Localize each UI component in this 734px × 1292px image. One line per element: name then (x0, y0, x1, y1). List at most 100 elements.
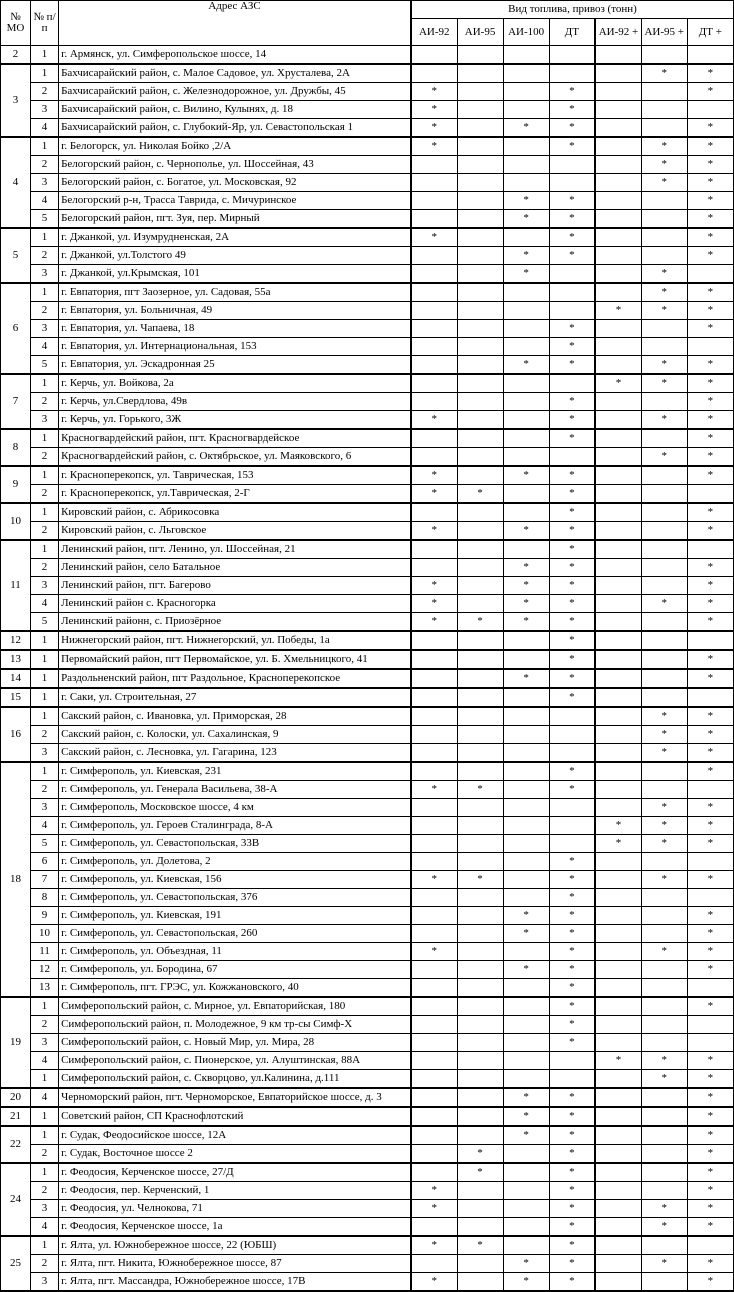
fuel-cell (640, 978, 688, 998)
fuel-cell (456, 1087, 504, 1108)
fuel-cell: * (548, 1125, 596, 1145)
address: г. Симферополь, ул. Киевская, 231 (58, 761, 412, 781)
fuel-cell (456, 355, 504, 375)
row-number: 4 (30, 1217, 60, 1237)
fuel-cell: * (594, 373, 642, 393)
row-number: 1 (30, 761, 60, 781)
fuel-cell (594, 63, 642, 83)
fuel-cell: * (640, 743, 688, 763)
fuel-cell (686, 978, 734, 998)
row-number: 2 (30, 392, 60, 411)
row-number: 4 (30, 816, 60, 835)
fuel-cell (456, 155, 504, 174)
fuel-cell (456, 725, 504, 744)
fuel-cell (502, 1199, 550, 1218)
fuel-cell (640, 118, 688, 138)
fuel-cell: * (502, 355, 550, 375)
fuel-cell (548, 63, 596, 83)
fuel-cell (640, 502, 688, 522)
fuel-cell (548, 45, 596, 65)
fuel-cell (640, 319, 688, 338)
fuel-cell: * (548, 558, 596, 577)
fuel-cell: * (548, 1106, 596, 1127)
fuel-cell: * (409, 118, 458, 138)
fuel-cell: * (548, 1181, 596, 1200)
fuel-cell (640, 1181, 688, 1200)
fuel-cell: * (686, 649, 734, 670)
row-number: 1 (30, 996, 60, 1016)
fuel-cell: * (548, 1272, 596, 1292)
fuel-cell (548, 816, 596, 835)
fuel-cell (456, 852, 504, 871)
fuel-cell (456, 1069, 504, 1089)
fuel-cell (686, 1015, 734, 1034)
fuel-cell (409, 1051, 458, 1070)
fuel-cell (502, 282, 550, 302)
address: Ленинский район с. Красногорка (58, 594, 412, 613)
fuel-cell (686, 780, 734, 799)
fuel-cell: * (548, 1235, 596, 1255)
fuel-cell (456, 82, 504, 101)
fuel-cell (409, 191, 458, 210)
fuel-cell (548, 725, 596, 744)
fuel-cell: * (640, 173, 688, 192)
fuel-cell (594, 649, 642, 670)
fuel-cell: * (548, 1144, 596, 1164)
fuel-cell (456, 282, 504, 302)
fuel-cell (409, 816, 458, 835)
fuel-cell (456, 761, 504, 781)
fuel-cell (502, 428, 550, 448)
fuel-cell (686, 100, 734, 119)
fuel-cell: * (548, 1033, 596, 1052)
fuel-cell (594, 392, 642, 411)
fuel-cell: * (686, 924, 734, 943)
address: г. Симферополь, ул. Киевская, 156 (58, 870, 412, 889)
fuel-cell (502, 227, 550, 247)
fuel-cell (594, 906, 642, 925)
address: Бахчисарайский район, с. Глубокий-Яр, ул… (58, 118, 412, 138)
fuel-cell (640, 888, 688, 907)
table-row: 12 г. Симферополь, ул. Бородина, 67 * * * (1, 960, 734, 979)
address: г. Симферополь, Московское шоссе, 4 км (58, 798, 412, 817)
fuel-cell (502, 630, 550, 651)
fuel-cell (502, 82, 550, 101)
address: Симферопольский район, с. Мирное, ул. Ев… (58, 996, 412, 1016)
fuel-cell (686, 337, 734, 356)
fuel-cell: * (686, 798, 734, 817)
address: г. Феодосия, Керченское шоссе, 1а (58, 1217, 412, 1237)
address: Красногвардейский район, с. Октябрьское,… (58, 447, 412, 467)
address: Симферопольский район, п. Молодежное, 9 … (58, 1015, 412, 1034)
table-row: 2 г. Евпатория, ул. Больничная, 49 * * * (1, 301, 734, 320)
fuel-cell: * (548, 612, 596, 632)
fuel-cell: * (640, 1199, 688, 1218)
table-row: 4 Ленинский район с. Красногорка * * * * * (1, 594, 734, 613)
fuel-cell: * (640, 870, 688, 889)
fuel-cell (502, 996, 550, 1016)
fuel-cell (548, 1069, 596, 1089)
fuel-cell (502, 870, 550, 889)
fuel-cell: * (548, 942, 596, 961)
table-row: 3 Симферопольский район, с. Новый Мир, ул… (1, 1033, 734, 1052)
table-row: 3 Ленинский район, пгт. Багерово * * * * (1, 576, 734, 595)
fuel-cell: * (686, 1254, 734, 1273)
fuel-cell: * (548, 1254, 596, 1273)
fuel-cell: * (640, 264, 688, 284)
fuel-cell: * (409, 82, 458, 101)
fuel-cell: * (686, 1144, 734, 1164)
address: Белогорский район, пгт. Зуя, пер. Мирный (58, 209, 412, 229)
fuel-cell: * (548, 888, 596, 907)
fuel-cell: * (548, 355, 596, 375)
fuel-cell (594, 888, 642, 907)
address: Бахчисарайский район, с. Малое Садовое, … (58, 63, 412, 83)
address: г. Евпатория, ул. Чапаева, 18 (58, 319, 412, 338)
address: г. Ялта, пгт. Массандра, Южнобережное шо… (58, 1272, 412, 1292)
table-row: 2 1 г. Армянск, ул. Симферопольское шоссе,… (0, 45, 734, 65)
fuel-cell (502, 301, 550, 320)
fuel-cell (409, 301, 458, 320)
fuel-cell (502, 539, 550, 559)
fuel-cell: * (548, 1162, 596, 1182)
fuel-cell: * (686, 870, 734, 889)
fuel-cell: * (640, 136, 688, 156)
table-row: 21 1 Советский район, СП Краснофлотский * * * (0, 1106, 734, 1127)
address: г. Армянск, ул. Симферопольское шоссе, 1… (58, 45, 412, 65)
